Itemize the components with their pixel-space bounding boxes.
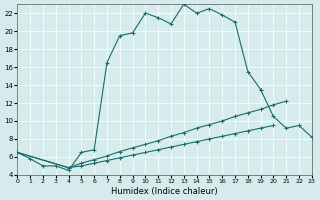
X-axis label: Humidex (Indice chaleur): Humidex (Indice chaleur) (111, 187, 218, 196)
